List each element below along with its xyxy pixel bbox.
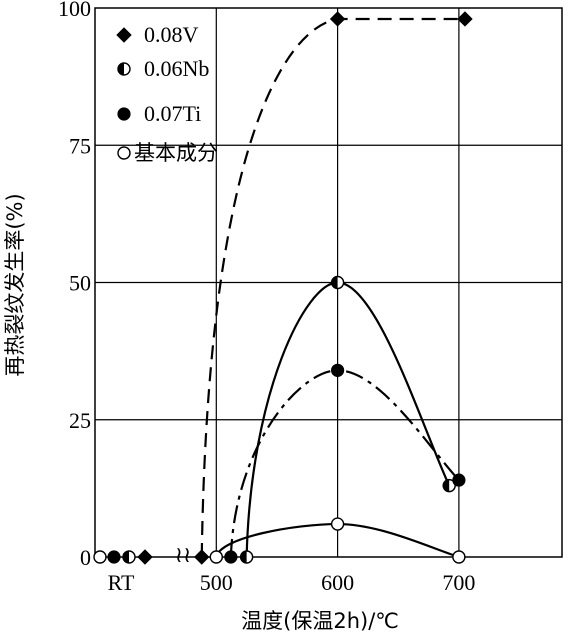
legend-label-2: 0.07Ti [144, 101, 201, 126]
x-tick-label: 600 [321, 570, 354, 595]
data-point-0-2 [457, 11, 473, 27]
legend-label-1: 0.06Nb [144, 56, 209, 81]
data-point-0-1 [329, 11, 346, 27]
data-point-1-0 [239, 550, 254, 564]
data-point-3-2 [452, 550, 466, 564]
data-point-0-0 [194, 549, 210, 565]
legend-label-0: 0.08V [144, 22, 199, 47]
legend: 0.08V 0.06Nb 0.07Ti 基本成分 [116, 22, 218, 165]
y-tick-label: 25 [69, 408, 91, 433]
x-tick-label: 500 [200, 570, 233, 595]
rt-point-3 [93, 550, 107, 564]
rt-point-1 [122, 550, 136, 564]
rt-point-0 [137, 549, 153, 565]
legend-marker-3 [117, 146, 131, 160]
legend-marker-2 [117, 107, 131, 121]
data-point-2-2 [452, 473, 466, 487]
data-point-3-0 [209, 550, 223, 564]
x-tick-label: RT [108, 570, 135, 595]
series-curve-0 [200, 17, 465, 558]
y-tick-label: 100 [58, 0, 91, 21]
data-point-2-0 [224, 550, 238, 564]
y-tick-label: 50 [69, 271, 91, 296]
series-curve-2 [229, 369, 460, 558]
axis-break-symbol: ≀≀ [175, 542, 192, 567]
data-point-1-1 [330, 275, 345, 290]
legend-marker-0 [116, 27, 132, 43]
x-axis-title: 温度(保温2h)/℃ [241, 609, 399, 633]
series-markers [93, 11, 473, 565]
rt-point-2 [107, 550, 121, 564]
data-point-3-1 [330, 517, 345, 531]
y-axis-title: 再热裂纹发生率(%) [3, 193, 27, 376]
series-curves [200, 17, 465, 559]
grid-lines [95, 8, 562, 557]
data-point-1-2 [442, 478, 456, 493]
legend-label-3: 基本成分 [134, 141, 218, 165]
legend-marker-1 [117, 62, 131, 76]
y-tick-label: 0 [80, 545, 91, 570]
y-tick-label: 75 [69, 133, 91, 158]
axis-ticks: 0 25 50 75 100 RT 500 600 700 [58, 0, 475, 595]
data-point-2-1 [330, 363, 345, 377]
x-tick-label: 700 [442, 570, 475, 595]
